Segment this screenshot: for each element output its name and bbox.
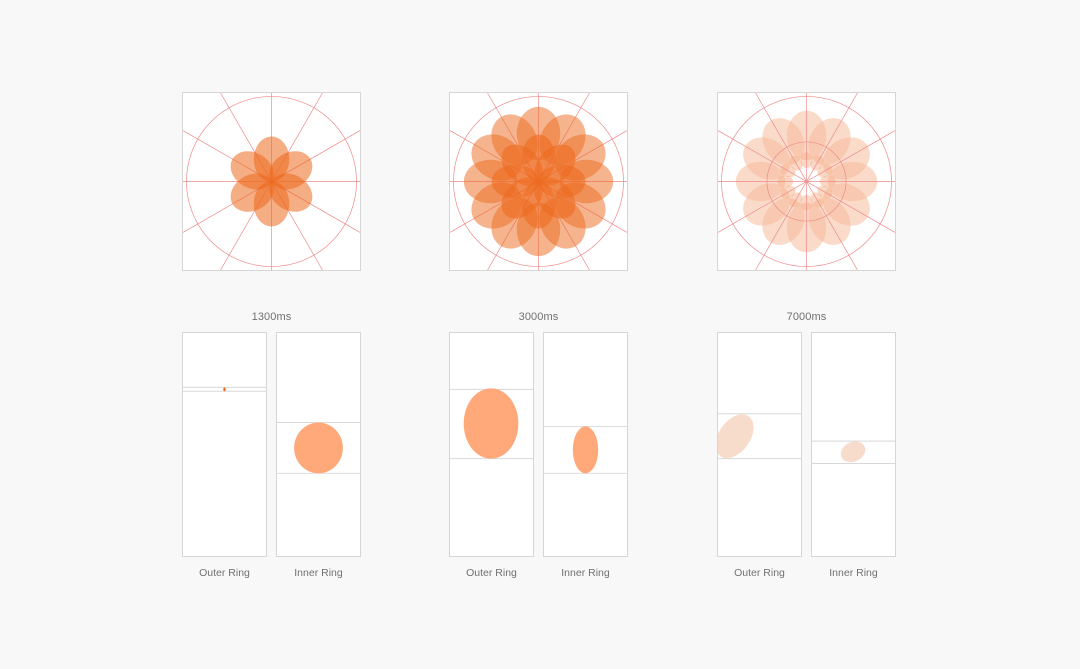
rosette-panel-3000ms: [449, 92, 628, 271]
time-label: 7000ms: [786, 311, 827, 323]
rosette-inner-petals: [491, 134, 586, 229]
rosette-grid: [183, 93, 360, 270]
inner-ring-blob: [572, 426, 599, 474]
outer-ring-plot: [718, 413, 801, 460]
outer-ring-label: Outer Ring: [734, 567, 785, 579]
inner-ring-label: Inner Ring: [829, 567, 878, 579]
inner-ring-blob: [294, 422, 343, 474]
inner-ring-plot: [812, 440, 895, 465]
inner-ring-panel: [276, 332, 361, 557]
rosette-grid: [718, 93, 895, 270]
rosette-1300ms: [183, 93, 360, 270]
rosette-petals: [230, 136, 313, 227]
inner-ring-label: Inner Ring: [561, 567, 610, 579]
rosette-panel-7000ms: [717, 92, 896, 271]
outer-ring-blob: [463, 388, 519, 459]
inner-ring-plot: [544, 425, 627, 474]
outer-ring-panel: [717, 332, 802, 557]
outer-ring-plot: [183, 386, 266, 392]
inner-ring-blob: [840, 441, 866, 463]
outer-ring-plot: [450, 388, 533, 460]
outer-ring-label: Outer Ring: [199, 567, 250, 579]
inner-ring-panel: [543, 332, 628, 557]
outer-ring-blob: [223, 387, 226, 392]
outer-ring-label: Outer Ring: [466, 567, 517, 579]
time-label: 3000ms: [518, 311, 559, 323]
time-label: 1300ms: [251, 311, 292, 323]
inner-ring-label: Inner Ring: [294, 567, 343, 579]
rosette-panel-1300ms: [182, 92, 361, 271]
inner-ring-panel: [811, 332, 896, 557]
outer-ring-panel: [182, 332, 267, 557]
inner-ring-plot: [277, 422, 360, 474]
rosette-3000ms: [450, 93, 627, 270]
outer-ring-panel: [449, 332, 534, 557]
rosette-7000ms: [718, 93, 895, 270]
outer-ring-blob: [718, 414, 754, 459]
